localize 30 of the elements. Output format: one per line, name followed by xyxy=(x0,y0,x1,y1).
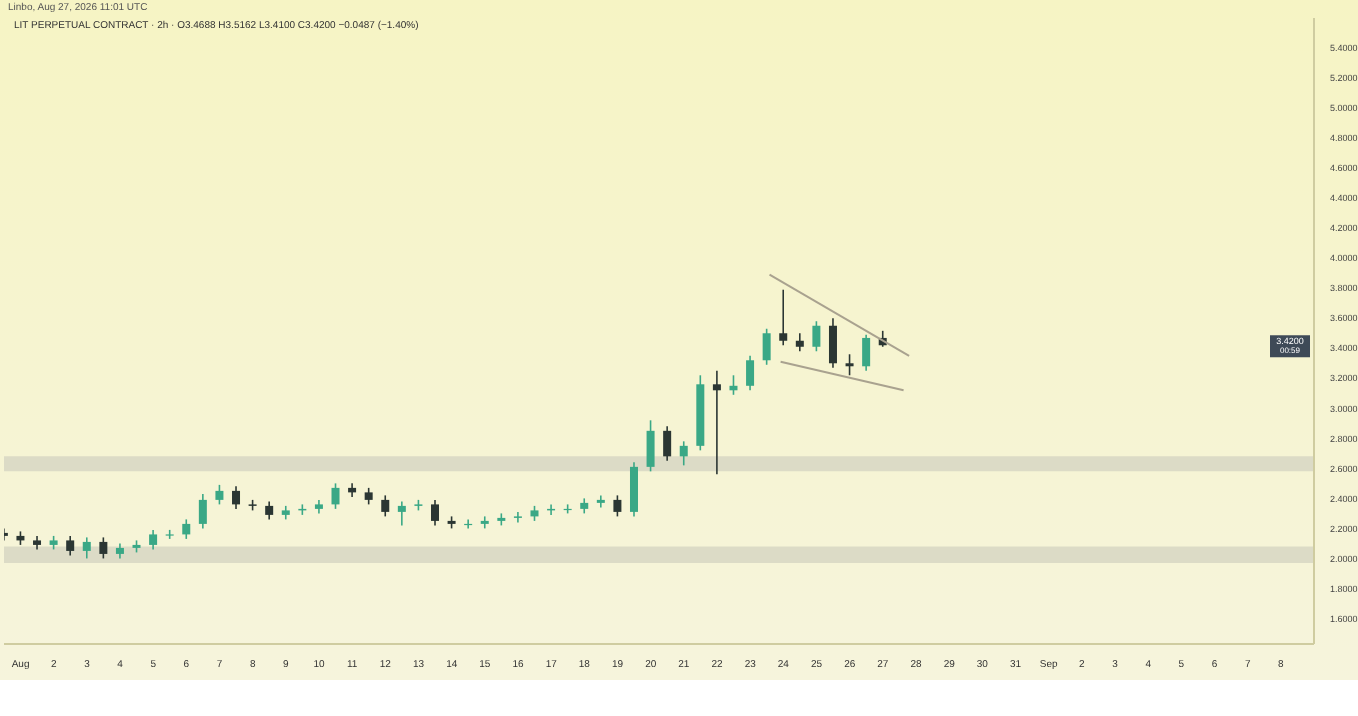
candlestick xyxy=(99,536,108,560)
candlestick xyxy=(862,333,871,372)
candlestick xyxy=(812,320,821,353)
candlestick xyxy=(845,353,854,377)
candlestick xyxy=(381,494,390,518)
candlestick xyxy=(198,493,207,530)
candlestick xyxy=(712,369,721,476)
candlestick xyxy=(480,515,489,530)
candlestick xyxy=(629,461,638,518)
candlestick xyxy=(397,500,406,527)
candlestick xyxy=(679,440,688,467)
candlestick xyxy=(182,518,191,540)
candlestick xyxy=(762,327,771,366)
candlestick xyxy=(232,485,241,510)
candlestick xyxy=(431,499,439,527)
candlestick xyxy=(149,529,158,551)
candlestick xyxy=(795,332,804,353)
candlestick xyxy=(331,482,340,510)
candlestick xyxy=(779,288,788,347)
candlestick xyxy=(513,511,522,524)
candlestick xyxy=(828,317,837,369)
candlestick xyxy=(596,494,605,509)
candlestick xyxy=(663,425,672,462)
candlestick xyxy=(66,535,75,557)
candlestick xyxy=(265,500,274,521)
candlestick xyxy=(613,494,622,518)
candlestick xyxy=(82,536,91,560)
candlestick xyxy=(215,484,224,506)
candlestick xyxy=(746,354,755,392)
candlestick xyxy=(646,419,655,473)
